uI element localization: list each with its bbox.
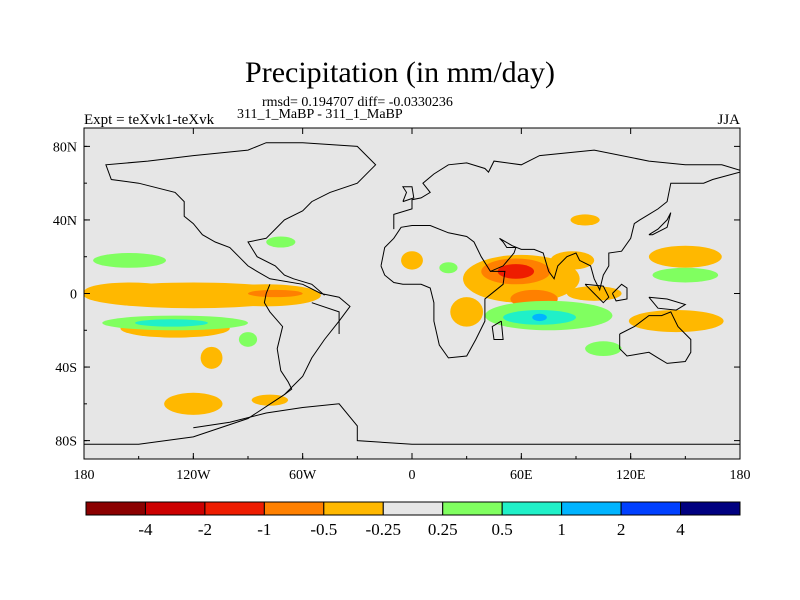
colorbar-box <box>501 501 563 516</box>
precip-region <box>251 394 289 406</box>
coastline <box>380 225 506 359</box>
precip-region <box>532 313 547 322</box>
coastline <box>393 149 740 230</box>
colorbar-box <box>561 501 622 516</box>
precip-region <box>401 251 423 270</box>
chart-title: Precipitation (in mm/day) <box>245 56 555 89</box>
precip-region <box>164 392 223 415</box>
precip-region <box>652 267 719 283</box>
coastline <box>84 142 377 445</box>
colorbar-box <box>323 501 384 516</box>
colorbar-label: -0.5 <box>310 520 337 539</box>
coastline <box>584 283 610 304</box>
precip-region <box>648 245 722 268</box>
season-label: JJA <box>717 112 740 128</box>
colorbar-label: 0.25 <box>428 520 458 539</box>
x-tick-label: 60E <box>510 468 533 483</box>
y-tick-label: 0 <box>70 288 77 303</box>
y-tick-label: 80S <box>55 435 77 450</box>
colorbar-label: 0.5 <box>492 520 513 539</box>
colorbar-box <box>204 501 265 516</box>
coastline <box>490 171 740 292</box>
x-tick-label: 120W <box>176 468 211 483</box>
colorbar-label: 4 <box>676 520 685 539</box>
x-tick-label: 180 <box>74 468 95 483</box>
precip-region <box>439 262 458 274</box>
left-string-label: Expt = teXvk1-teXvk <box>84 112 215 128</box>
colorbar-box <box>620 501 682 516</box>
y-axis: 80N 40N 0 40S 80S <box>53 140 740 450</box>
coastline <box>619 311 692 364</box>
precip-region <box>497 264 535 279</box>
colorbar-box <box>382 501 444 516</box>
colorbar-box <box>263 501 325 516</box>
precip-region <box>628 310 724 333</box>
coastline <box>401 186 415 203</box>
colorbar-label: -4 <box>138 520 153 539</box>
coastline <box>648 296 687 311</box>
x-tick-label: 180 <box>730 468 751 483</box>
colorbar-box <box>85 501 146 516</box>
colorbar-label: -0.25 <box>366 520 401 539</box>
chart-subtitle: rmsd= 0.194707 diff= -0.0330236 <box>262 95 453 110</box>
precip-region <box>84 282 176 301</box>
x-axis: 180 120W 60W 0 60E 120E 180 <box>74 128 751 483</box>
precip-region <box>248 289 303 298</box>
precip-region <box>550 251 595 270</box>
experiment-label: 311_1_MaBP - 311_1_MaBP <box>237 107 403 122</box>
precip-region <box>200 346 223 369</box>
precip-region <box>93 253 166 268</box>
colorbar-box <box>442 501 503 516</box>
precip-region <box>570 214 600 226</box>
coastlines <box>84 142 740 445</box>
coastline <box>491 320 504 340</box>
colorbar-box <box>144 501 206 516</box>
coastline <box>263 284 293 395</box>
x-tick-label: 120E <box>616 468 646 483</box>
precip-region <box>585 341 622 357</box>
precip-region <box>135 319 208 327</box>
colorbar-label: 1 <box>557 520 566 539</box>
colorbar-box <box>680 501 741 516</box>
coastline <box>193 403 740 445</box>
colorbar-label: 2 <box>617 520 626 539</box>
coastline <box>311 302 340 334</box>
y-tick-label: 40S <box>55 361 77 376</box>
y-tick-label: 40N <box>53 214 77 229</box>
x-tick-label: 0 <box>409 468 416 483</box>
precip-region <box>450 297 484 327</box>
y-tick-label: 80N <box>53 140 77 155</box>
colorbar-label: -1 <box>257 520 271 539</box>
colorbar: -4 -2 -1 -0.5 -0.25 0.25 0.5 1 2 4 <box>85 501 741 539</box>
coastline <box>648 212 672 236</box>
precip-region <box>238 332 258 347</box>
precip-region <box>266 236 296 248</box>
x-tick-label: 60W <box>289 468 317 483</box>
coastline <box>611 283 628 302</box>
colorbar-label: -2 <box>198 520 212 539</box>
